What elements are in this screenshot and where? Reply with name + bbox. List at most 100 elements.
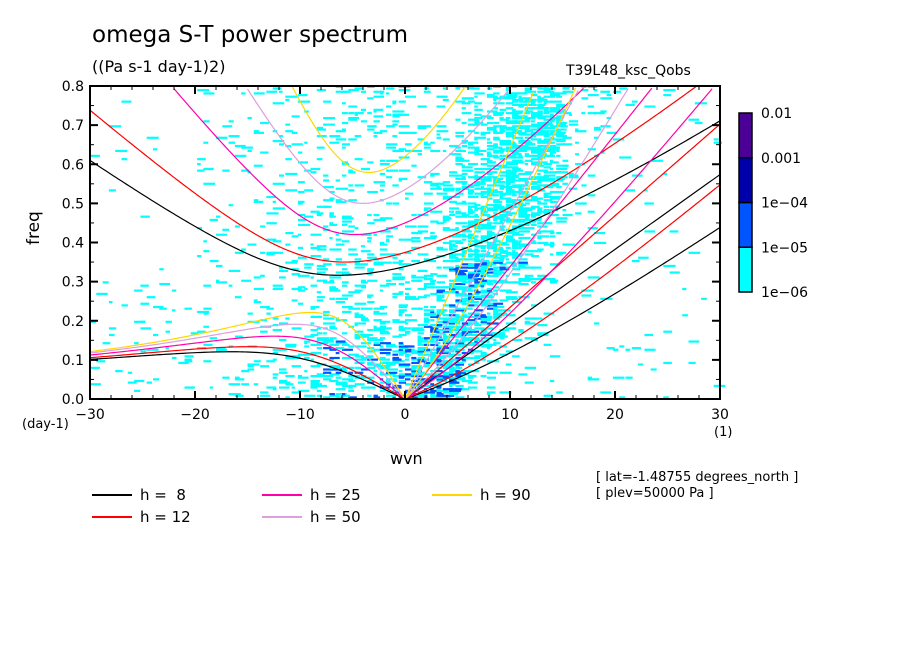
heatmap-cell <box>398 342 404 345</box>
heatmap-cell <box>512 255 522 258</box>
heatmap-cell <box>234 378 245 381</box>
heatmap-cell <box>285 189 298 192</box>
heatmap-cell <box>241 248 246 251</box>
heatmap-cell <box>297 389 310 392</box>
heatmap-cell <box>423 363 430 366</box>
heatmap-cell <box>512 228 518 231</box>
heatmap-cell <box>171 309 176 312</box>
heatmap-cell <box>398 304 409 307</box>
heatmap-cell <box>316 389 322 392</box>
heatmap-cell <box>430 373 440 376</box>
heatmap-cell <box>436 391 442 394</box>
heatmap-cell <box>568 172 574 176</box>
heatmap-cell <box>405 297 413 300</box>
heatmap-cell <box>455 87 461 90</box>
heatmap-cell <box>335 90 348 93</box>
heatmap-cell <box>556 391 563 394</box>
heatmap-cell <box>468 243 477 246</box>
heatmap-cell <box>493 97 501 100</box>
x-tick-label: −30 <box>75 407 105 423</box>
heatmap-cell <box>543 199 553 202</box>
heatmap-cell <box>486 230 493 233</box>
heatmap-cell <box>512 172 516 176</box>
heatmap-cell <box>316 268 327 271</box>
heatmap-cell <box>291 299 298 302</box>
heatmap-cell <box>499 251 507 254</box>
heatmap-cell <box>480 319 492 322</box>
heatmap-cell <box>531 304 537 307</box>
heatmap-cell <box>398 320 407 323</box>
heatmap-cell <box>461 376 466 379</box>
heatmap-cell <box>392 278 405 281</box>
heatmap-cell <box>392 100 397 103</box>
heatmap-cell <box>417 279 423 282</box>
heatmap-cell <box>140 302 150 305</box>
heatmap-cell <box>688 340 700 343</box>
heatmap-cell <box>531 223 537 226</box>
heatmap-cell <box>367 269 374 272</box>
heatmap-cell <box>505 131 514 134</box>
heatmap-cell <box>216 279 220 282</box>
heatmap-cell <box>549 130 560 133</box>
heatmap-cell <box>430 376 438 379</box>
heatmap-cell <box>423 350 431 353</box>
heatmap-cell <box>531 255 540 258</box>
heatmap-cell <box>392 353 399 356</box>
heatmap-cell <box>342 230 355 233</box>
heatmap-cell <box>499 256 503 259</box>
heatmap-cell <box>556 103 565 107</box>
heatmap-cell <box>342 121 349 125</box>
heatmap-cell <box>493 121 500 125</box>
heatmap-cell <box>682 287 687 291</box>
heatmap-cell <box>449 289 456 292</box>
heatmap-cell <box>505 148 512 151</box>
heatmap-cell <box>562 143 573 146</box>
heatmap-cell <box>449 345 455 348</box>
heatmap-cell <box>518 92 528 95</box>
heatmap-cell <box>348 253 358 256</box>
heatmap-cell <box>367 236 372 240</box>
heatmap-cell <box>468 376 474 379</box>
heatmap-cell <box>474 235 479 238</box>
heatmap-cell <box>455 135 464 138</box>
heatmap-cell <box>442 327 452 330</box>
heatmap-cell <box>486 93 495 97</box>
heatmap-cell <box>562 208 567 212</box>
heatmap-cell <box>392 396 396 399</box>
heatmap-cell <box>316 291 322 294</box>
heatmap-cell <box>329 276 341 279</box>
heatmap-cell <box>493 289 498 292</box>
heatmap-cell <box>493 131 501 134</box>
heatmap-cell <box>430 335 442 338</box>
heatmap-cell <box>486 371 498 374</box>
heatmap-cell <box>531 138 538 141</box>
heatmap-cell <box>455 342 465 345</box>
heatmap-cell <box>461 107 466 110</box>
heatmap-cell <box>411 276 419 279</box>
heatmap-cell <box>411 236 421 240</box>
heatmap-cell <box>518 190 529 194</box>
heatmap-cell <box>499 243 510 246</box>
heatmap-cell <box>499 125 507 128</box>
heatmap-cell <box>587 227 598 230</box>
heatmap-cell <box>556 139 566 143</box>
x-tick-label: 0 <box>401 407 410 423</box>
heatmap-cell <box>468 192 473 195</box>
heatmap-cell <box>486 345 493 348</box>
heatmap-cell <box>411 350 418 353</box>
heatmap-cell <box>537 95 541 98</box>
heatmap-cell <box>474 223 484 226</box>
heatmap-cell <box>537 121 546 125</box>
heatmap-cell <box>480 315 490 319</box>
heatmap-cell <box>474 136 487 139</box>
heatmap-cell <box>493 218 498 222</box>
heatmap-cell <box>568 120 579 123</box>
heatmap-cell <box>480 271 485 274</box>
heatmap-cell <box>442 87 447 90</box>
heatmap-cell <box>310 358 314 361</box>
heatmap-cell <box>348 89 359 92</box>
heatmap-cell <box>543 139 551 143</box>
heatmap-cell <box>405 332 410 335</box>
heatmap-cell <box>304 169 312 172</box>
heatmap-cell <box>323 258 330 261</box>
